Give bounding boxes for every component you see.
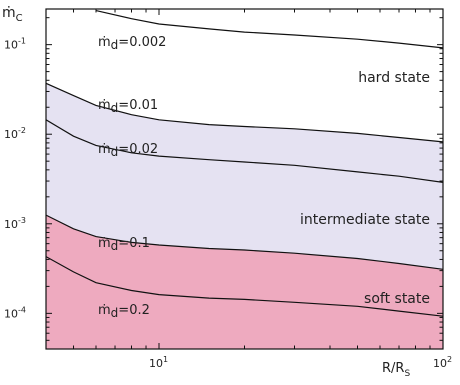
curves xyxy=(46,10,443,317)
region-label: soft state xyxy=(364,291,430,307)
curve-label: ṁd=0.01 xyxy=(98,98,158,115)
y-axis-label: ṁC xyxy=(2,5,23,24)
curve-mdot-d-0p01 xyxy=(46,82,443,143)
region-label: intermediate state xyxy=(300,212,430,228)
x-axis-label: R/RS xyxy=(382,361,410,379)
y-tick-label: 10-4 xyxy=(4,305,26,320)
curve-labels: ṁd=0.002 ṁd=0.01 ṁd=0.02 ṁd=0.1 ṁd=0.2 xyxy=(98,35,166,320)
curve-mdot-d-0p002 xyxy=(95,10,443,49)
axis-ticks xyxy=(45,9,444,350)
curve-mdot-d-0p1 xyxy=(46,214,443,270)
curve-label: ṁd=0.1 xyxy=(98,236,150,253)
y-tick-label: 10-3 xyxy=(4,216,26,231)
x-tick-label: 101 xyxy=(149,355,168,370)
x-tick-label: 102 xyxy=(433,355,452,370)
curve-mdot-d-0p2 xyxy=(46,256,443,317)
y-tick-label: 10-1 xyxy=(4,37,26,52)
curve-label: ṁd=0.2 xyxy=(98,303,150,320)
axis-tick-labels: 101 102 10-1 10-2 10-3 10-4 xyxy=(4,37,452,370)
intermediate-state-region xyxy=(46,83,443,270)
region-label: hard state xyxy=(358,70,430,86)
soft-state-region xyxy=(46,215,443,349)
curve-mdot-d-0p02 xyxy=(46,119,443,183)
y-tick-label: 10-2 xyxy=(4,126,26,141)
curve-label: ṁd=0.02 xyxy=(98,142,158,159)
state-regions xyxy=(46,83,443,349)
region-labels: hard state intermediate state soft state xyxy=(300,70,430,307)
curve-label: ṁd=0.002 xyxy=(98,35,166,52)
